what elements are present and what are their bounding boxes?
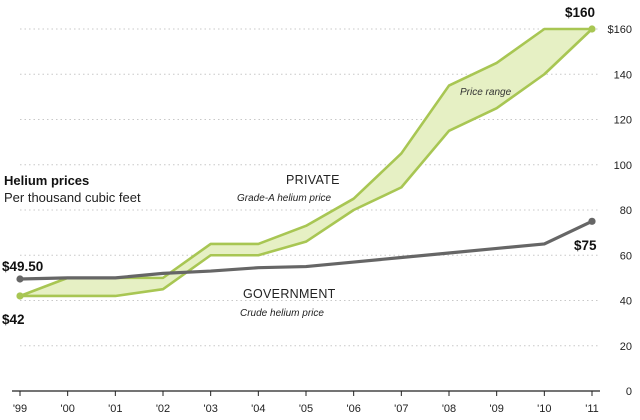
government-start-point bbox=[16, 275, 24, 283]
y-tick-label: 80 bbox=[620, 205, 632, 217]
government-end-point bbox=[588, 217, 596, 225]
y-tick-label: 40 bbox=[620, 296, 632, 308]
axis-layer: 0 20 40 60 80 100 120 140 $160 '99 '00 '01 '02 '03 '04… bbox=[12, 24, 632, 415]
x-tick-label: '11 bbox=[585, 403, 599, 415]
private-end-point bbox=[588, 25, 596, 33]
government-series-label: GOVERNMENT bbox=[243, 287, 336, 301]
x-tick-label: '00 bbox=[60, 403, 74, 415]
price-range-label: Price range bbox=[460, 87, 512, 98]
y-tick-label: 120 bbox=[614, 115, 632, 127]
x-tick-label: '01 bbox=[108, 403, 122, 415]
y-tick-label: 0 bbox=[626, 386, 632, 398]
private-start-point bbox=[16, 292, 24, 300]
private-start-value-label: $42 bbox=[2, 312, 25, 327]
government-series-sublabel: Crude helium price bbox=[240, 308, 324, 319]
series-line-layer bbox=[16, 25, 596, 300]
private-low-line bbox=[18, 27, 594, 298]
chart-title: Helium prices bbox=[4, 173, 89, 188]
x-tick-label: '04 bbox=[251, 403, 265, 415]
x-tick-label: '06 bbox=[346, 403, 360, 415]
government-end-value-label: $75 bbox=[574, 238, 597, 253]
private-end-value-label: $160 bbox=[565, 5, 595, 20]
government-start-value-label: $49.50 bbox=[2, 259, 43, 274]
government-price-line bbox=[18, 219, 594, 281]
private-series-sublabel: Grade-A helium price bbox=[237, 193, 332, 204]
x-tick-label: '05 bbox=[299, 403, 313, 415]
y-tick-label: 60 bbox=[620, 250, 632, 262]
private-series-label: PRIVATE bbox=[286, 173, 340, 187]
price-range-band-layer bbox=[20, 29, 592, 296]
x-tick-label: '99 bbox=[13, 403, 27, 415]
y-tick-label: 100 bbox=[614, 160, 632, 172]
x-tick-label: '02 bbox=[156, 403, 170, 415]
x-tick-label: '09 bbox=[489, 403, 503, 415]
private-price-range-area bbox=[20, 29, 592, 296]
x-tick-label: '07 bbox=[394, 403, 408, 415]
y-tick-label: $160 bbox=[608, 24, 632, 36]
x-tick-label: '03 bbox=[203, 403, 217, 415]
chart-subtitle: Per thousand cubic feet bbox=[4, 190, 141, 205]
y-tick-label: 140 bbox=[614, 69, 632, 81]
y-tick-label: 20 bbox=[620, 341, 632, 353]
x-tick-label: '10 bbox=[537, 403, 551, 415]
x-tick-label: '08 bbox=[442, 403, 456, 415]
